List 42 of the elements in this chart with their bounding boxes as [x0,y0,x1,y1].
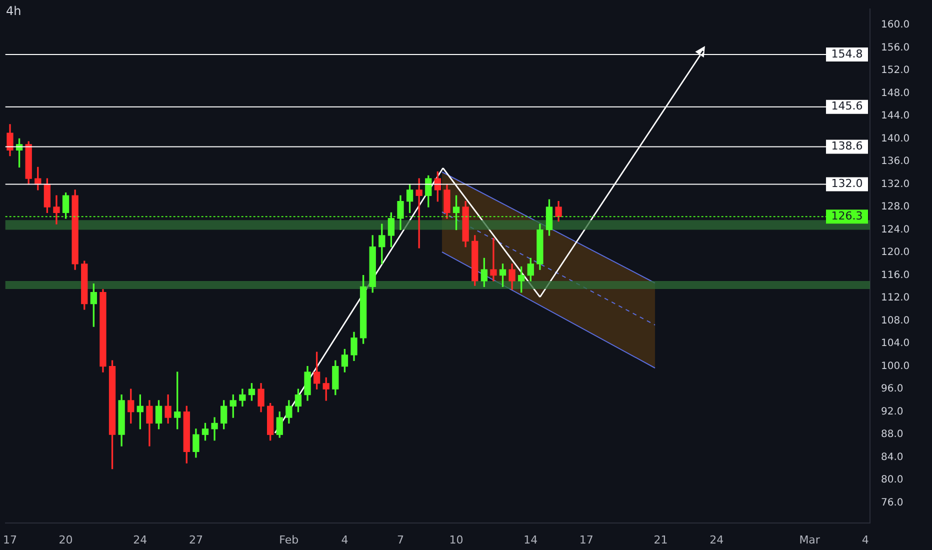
y-tick-label: 104.0 [881,338,910,350]
y-tick-label: 100.0 [881,360,910,372]
y-tick-label: 84.0 [881,452,904,463]
y-tick-label: 92.0 [881,406,904,418]
chart-title: 4h [6,4,22,18]
x-tick-label: 24 [133,533,148,546]
y-tick-label: 144.0 [881,110,910,122]
y-tick-label: 120.0 [881,247,910,258]
x-tick-label: Feb [279,533,299,546]
y-tick-label: 132.0 [881,178,910,190]
ref-line-label: 154.8 [831,47,863,60]
y-tick-label: 148.0 [881,88,910,99]
x-tick-label: 4 [341,533,348,546]
y-tick-label: 156.0 [881,42,910,54]
y-tick-label: 112.0 [881,292,910,304]
y-tick-label: 152.0 [881,65,910,76]
ref-line-label: 138.6 [831,140,863,153]
x-tick-label: 17 [3,533,17,546]
x-tick-label: 4 [862,533,869,546]
y-tick-label: 88.0 [881,429,904,440]
y-tick-label: 96.0 [881,384,904,395]
x-tick-label: 24 [710,533,724,546]
y-tick-label: 124.0 [881,224,910,236]
y-tick-label: 76.0 [881,497,904,508]
y-tick-label: 128.0 [881,202,910,213]
x-tick-label: 10 [449,533,464,546]
y-tick-label: 136.0 [881,156,910,168]
x-tick-label: 27 [188,533,203,546]
ref-line-label: 132.0 [831,177,863,190]
y-tick-label: 80.0 [881,474,904,486]
x-tick-label: Mar [799,533,820,546]
y-tick-label: 160.0 [881,20,910,31]
x-tick-label: 14 [524,533,538,546]
y-tick-label: 140.0 [881,133,910,144]
ref-line-label: 126.3 [831,210,863,223]
x-tick-label: 20 [58,533,73,546]
y-tick-label: 108.0 [881,315,910,326]
x-tick-label: 7 [396,533,404,546]
x-tick-label: 17 [579,533,594,546]
y-tick-label: 116.0 [881,270,910,281]
x-tick-label: 21 [654,533,668,546]
ref-line-label: 145.6 [831,100,863,113]
